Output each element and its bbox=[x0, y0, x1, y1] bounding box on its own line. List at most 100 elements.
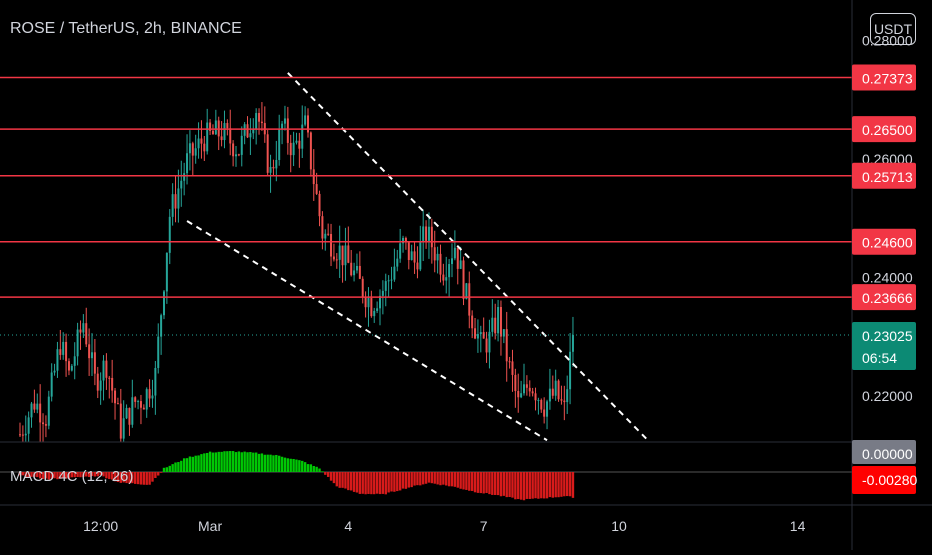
channel-line-upper[interactable] bbox=[287, 72, 649, 441]
macd-bar bbox=[335, 472, 338, 487]
candle bbox=[554, 369, 557, 401]
candle bbox=[214, 109, 217, 135]
candle bbox=[433, 230, 436, 273]
macd-bar bbox=[142, 472, 146, 485]
candle bbox=[292, 131, 295, 167]
candle bbox=[165, 252, 168, 304]
candle bbox=[304, 106, 307, 127]
candle bbox=[59, 329, 62, 360]
candle bbox=[177, 169, 180, 223]
time-tick-label: Mar bbox=[198, 518, 222, 534]
candle bbox=[47, 390, 50, 430]
candle bbox=[286, 106, 289, 155]
candle bbox=[30, 401, 33, 428]
candle bbox=[249, 118, 252, 156]
macd-bar bbox=[47, 472, 50, 480]
macd-bar bbox=[341, 472, 344, 488]
macd-bar bbox=[375, 472, 379, 494]
candle bbox=[73, 342, 76, 380]
candle bbox=[50, 363, 53, 402]
candle bbox=[407, 241, 410, 270]
macd-bar bbox=[231, 451, 235, 472]
macd-bar bbox=[131, 472, 134, 484]
candle bbox=[370, 290, 373, 318]
macd-bar bbox=[203, 453, 206, 472]
macd-bar bbox=[27, 472, 30, 478]
candle bbox=[70, 363, 73, 372]
candle bbox=[511, 349, 514, 392]
macd-bar bbox=[427, 472, 431, 483]
candle bbox=[399, 228, 402, 263]
macd-bar bbox=[378, 472, 382, 495]
level-price-badge: 0.24600 bbox=[852, 228, 916, 255]
candle bbox=[514, 368, 517, 408]
current-price-badge-text: 06:54 bbox=[862, 350, 897, 366]
candle bbox=[402, 235, 405, 253]
macd-bar bbox=[208, 451, 212, 472]
channel-line-lower[interactable] bbox=[186, 220, 548, 442]
candle bbox=[105, 353, 108, 390]
candle bbox=[157, 323, 160, 374]
level-price-badge-text: 0.26500 bbox=[862, 122, 913, 138]
macd-bar bbox=[545, 472, 549, 499]
macd-bar bbox=[566, 472, 569, 497]
macd-indicator-label[interactable]: MACD 4C (12, 26) bbox=[10, 468, 134, 485]
macd-bar bbox=[168, 465, 171, 472]
candle bbox=[142, 404, 145, 410]
macd-zero-badge-text: 0.00000 bbox=[862, 446, 913, 462]
macd-bar bbox=[243, 451, 246, 472]
macd-bar bbox=[494, 472, 497, 495]
candle bbox=[203, 136, 206, 162]
macd-bar bbox=[119, 472, 122, 483]
candle bbox=[488, 319, 491, 369]
macd-bar bbox=[229, 451, 232, 472]
candle bbox=[283, 105, 286, 131]
candle bbox=[139, 394, 142, 425]
candle bbox=[341, 245, 344, 283]
time-tick-label: 12:00 bbox=[83, 518, 118, 534]
candle bbox=[53, 363, 56, 376]
candle bbox=[62, 332, 65, 360]
macd-bar bbox=[473, 472, 477, 493]
macd-bar bbox=[393, 472, 396, 492]
macd-bar bbox=[450, 472, 454, 487]
macd-bar bbox=[470, 472, 474, 491]
macd-bar bbox=[21, 472, 25, 476]
candle bbox=[453, 230, 456, 261]
macd-bar bbox=[568, 472, 572, 497]
candle bbox=[206, 108, 209, 155]
candle bbox=[505, 311, 508, 382]
macd-bar bbox=[272, 455, 275, 472]
macd-bar bbox=[41, 472, 45, 480]
macd-bar bbox=[292, 458, 295, 472]
candle bbox=[384, 273, 387, 307]
candle bbox=[330, 223, 333, 267]
macd-bar bbox=[263, 454, 266, 472]
candle bbox=[347, 226, 350, 264]
candle bbox=[419, 225, 422, 272]
macd-bar bbox=[312, 465, 315, 472]
macd-bar bbox=[237, 451, 241, 472]
candle bbox=[148, 379, 151, 408]
candle bbox=[523, 363, 525, 396]
candle bbox=[36, 393, 39, 414]
macd-histogram-layer bbox=[0, 451, 852, 501]
candle bbox=[42, 413, 45, 442]
candle bbox=[563, 385, 566, 421]
candle bbox=[93, 339, 96, 386]
candle bbox=[246, 116, 249, 139]
level-price-badge-text: 0.24600 bbox=[862, 235, 913, 251]
candle bbox=[131, 379, 134, 428]
candle bbox=[451, 243, 453, 278]
macd-bar bbox=[413, 472, 416, 486]
candle bbox=[318, 190, 321, 227]
candle bbox=[301, 105, 304, 159]
candle bbox=[491, 299, 494, 337]
candle bbox=[448, 259, 451, 297]
candle bbox=[404, 236, 407, 250]
currency-button[interactable]: USDT bbox=[870, 13, 916, 45]
macd-bar bbox=[266, 454, 269, 472]
macd-bar bbox=[430, 472, 434, 484]
